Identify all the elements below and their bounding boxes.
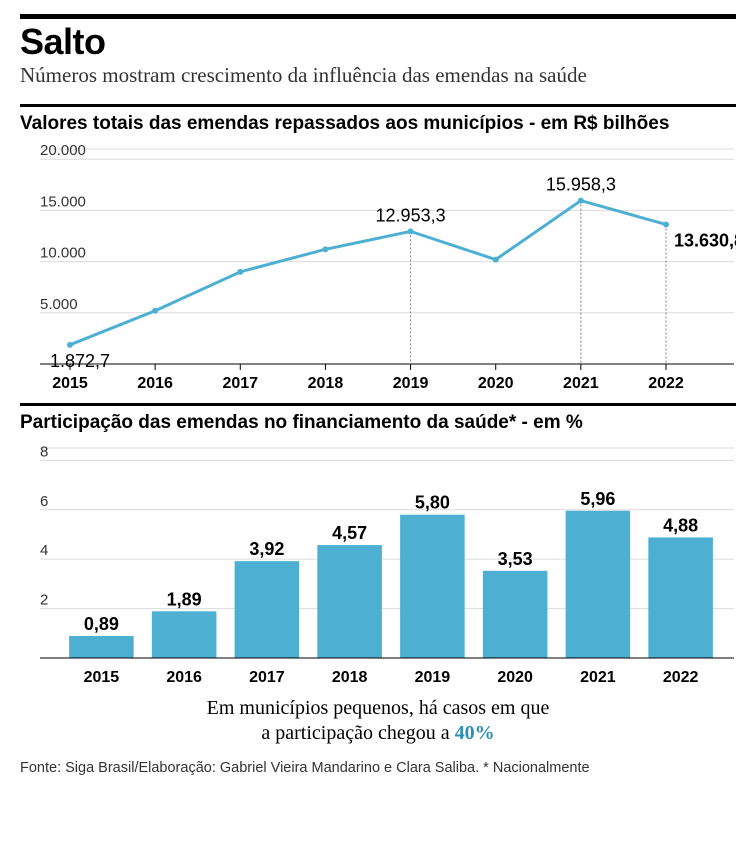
svg-text:6: 6 — [40, 493, 48, 510]
page-title: Salto — [20, 23, 736, 61]
svg-text:2019: 2019 — [415, 669, 451, 686]
svg-text:2021: 2021 — [580, 669, 616, 686]
svg-text:2018: 2018 — [308, 375, 344, 391]
bar-chart: 2 4 6 8 0,89 2015 1,89 2016 3,92 2017 4,57 2018 5,80… — [20, 440, 736, 690]
svg-text:3,53: 3,53 — [498, 549, 533, 569]
svg-text:5,96: 5,96 — [580, 489, 615, 509]
svg-text:2022: 2022 — [648, 375, 684, 391]
bar-chart-title: Participação das emendas no financiament… — [20, 412, 736, 434]
svg-text:12.953,3: 12.953,3 — [376, 205, 446, 225]
line-chart-title: Valores totais das emendas repassados ao… — [20, 113, 736, 135]
svg-text:5.000: 5.000 — [40, 296, 78, 313]
note-highlight: 40% — [455, 722, 495, 744]
bottom-note: Em municípios pequenos, há casos em que … — [20, 696, 736, 746]
svg-text:2016: 2016 — [166, 669, 202, 686]
svg-text:4,88: 4,88 — [663, 515, 698, 535]
svg-text:20.000: 20.000 — [40, 142, 86, 159]
bar-chart-svg: 2 4 6 8 0,89 2015 1,89 2016 3,92 2017 4,57 2018 5,80… — [20, 440, 736, 690]
line-chart-svg: 5.000 10.000 15.000 20.000 2015 2016 2017 2018 2… — [20, 141, 736, 391]
svg-text:1,89: 1,89 — [167, 589, 202, 609]
svg-text:2016: 2016 — [137, 375, 173, 391]
svg-text:1.872,7: 1.872,7 — [50, 351, 110, 371]
svg-text:10.000: 10.000 — [40, 244, 86, 261]
svg-text:15.000: 15.000 — [40, 193, 86, 210]
svg-text:8: 8 — [40, 443, 48, 460]
svg-text:2015: 2015 — [52, 375, 88, 391]
header-rule — [20, 14, 736, 19]
svg-text:13.630,8: 13.630,8 — [674, 230, 736, 250]
svg-text:2022: 2022 — [663, 669, 699, 686]
line-chart: 5.000 10.000 15.000 20.000 2015 2016 2017 2018 2… — [20, 141, 736, 391]
svg-text:2017: 2017 — [249, 669, 285, 686]
svg-text:4: 4 — [40, 542, 48, 559]
svg-text:15.958,3: 15.958,3 — [546, 174, 616, 194]
section-rule-2 — [20, 403, 736, 406]
svg-text:2018: 2018 — [332, 669, 368, 686]
svg-text:2017: 2017 — [222, 375, 258, 391]
note-line1: Em municípios pequenos, há casos em que — [207, 697, 550, 719]
note-line2a: a participação chegou a — [261, 722, 454, 744]
svg-text:2020: 2020 — [497, 669, 533, 686]
svg-text:2020: 2020 — [478, 375, 514, 391]
source-text: Fonte: Siga Brasil/Elaboração: Gabriel V… — [20, 760, 736, 776]
svg-text:0,89: 0,89 — [84, 614, 119, 634]
svg-text:4,57: 4,57 — [332, 523, 367, 543]
svg-text:5,80: 5,80 — [415, 493, 450, 513]
svg-text:2019: 2019 — [393, 375, 429, 391]
svg-text:2021: 2021 — [563, 375, 599, 391]
page-subtitle: Números mostram crescimento da influênci… — [20, 63, 736, 88]
svg-text:2015: 2015 — [84, 669, 120, 686]
svg-text:2: 2 — [40, 591, 48, 608]
svg-text:3,92: 3,92 — [249, 539, 284, 559]
section-rule-1 — [20, 104, 736, 107]
